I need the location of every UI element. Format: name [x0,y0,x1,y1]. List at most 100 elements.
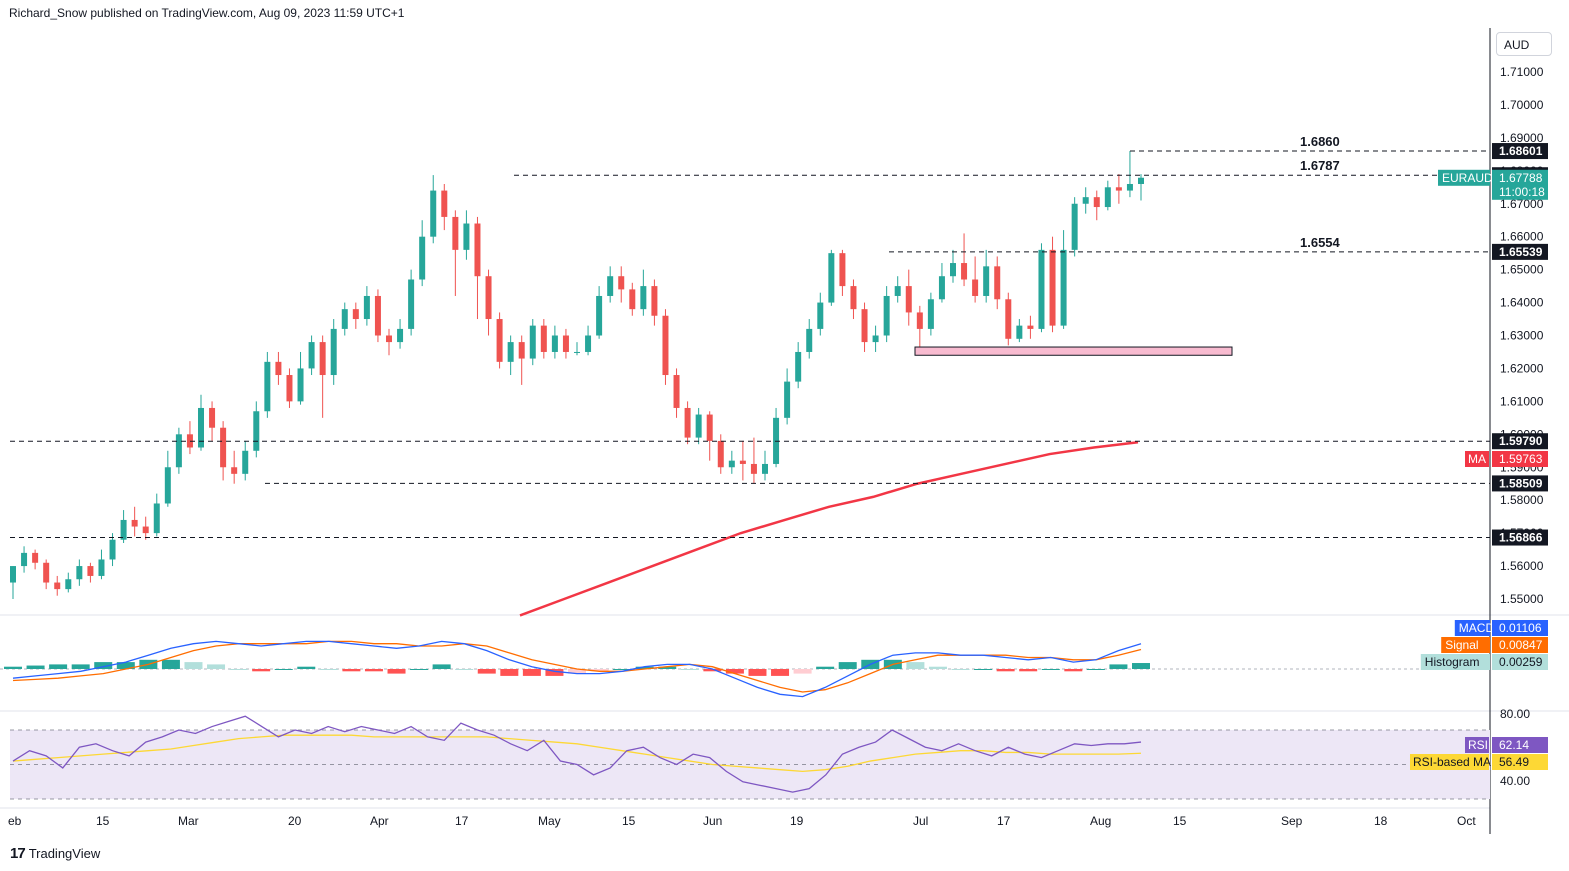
candle-body [131,519,138,527]
candle-body [706,414,713,441]
candle-body [1104,187,1111,208]
histogram-bar [590,669,609,672]
rsi-legend-label: RSI [1468,738,1488,752]
candle-body [430,190,437,237]
candle-body [441,190,448,217]
histogram-bar [4,666,22,669]
rsi-line [12,715,1142,793]
candle-body [861,309,868,343]
level-tag-value: 1.65539 [1499,245,1543,259]
histogram-bar [522,669,541,676]
ma-tag-bg [1492,451,1548,467]
candle-body [828,253,835,303]
histogram-bar [568,669,586,674]
histogram-bar [455,669,474,670]
macd-legend-value: 0.00847 [1499,638,1543,652]
candle-body [164,467,171,504]
rsi-legend-bg [1465,737,1489,753]
candle-body [109,539,116,560]
candle-body [496,319,503,362]
candle-body [795,351,802,382]
time-tick-label: Apr [370,814,389,828]
candle-body [352,309,359,320]
histogram-bar [274,669,293,670]
histogram-bar [477,669,496,674]
candle-body [1060,249,1067,326]
level-tag: 1.68601 [1492,143,1548,160]
last-price-value: 1.67788 [1499,171,1543,185]
histogram-bar [1132,663,1150,669]
candle-body [507,342,514,362]
candle-body [319,342,326,376]
candle-body [32,552,39,563]
tradingview-brand[interactable]: 17 TradingView [10,845,100,862]
macd-line [12,640,1142,698]
rsi-ma-legend-bg [1410,754,1489,770]
level-tag-value: 1.58509 [1499,476,1543,490]
candle-body [961,263,968,280]
candle-body [806,328,813,352]
rsi-ma-line [12,734,1142,773]
candle-body [120,519,127,540]
candle-body [452,216,459,250]
histogram-bar [342,669,361,672]
macd-legend-bg [1454,620,1490,636]
rsi-ma-value-bg [1492,754,1548,770]
histogram-bar [1019,669,1038,672]
candle-body [54,582,61,590]
histogram-bar [906,662,925,669]
histogram-bar [1086,669,1105,670]
candle-body [1093,197,1100,208]
time-tick-label: eb [8,814,22,828]
candle-body [186,434,193,448]
price-tick-label: 1.65000 [1500,263,1544,277]
price-tick-label: 1.56000 [1500,559,1544,573]
candle-body [784,381,791,418]
macd-legend-label: MACD [1459,621,1495,635]
candle-body [397,328,404,343]
candle-body [1126,183,1133,191]
candle-body [286,375,293,402]
candle-body [938,276,945,300]
level-tag-bg [1492,243,1548,260]
level-tag: 1.65539 [1492,243,1548,260]
histogram-bar [410,669,429,670]
candle-body [1038,249,1045,329]
candle-body [209,407,216,428]
price-tick-label: 1.66000 [1500,230,1544,244]
histogram-bar [725,669,744,674]
ma-tag-label: MA [1468,452,1486,466]
candle-body [1027,325,1034,329]
candle-body [651,286,658,316]
candle-body [153,503,160,534]
price-tick-label: 1.70000 [1500,98,1544,112]
candle-body [463,223,470,250]
candle-body [750,463,757,474]
level-tag: 1.59790 [1492,433,1548,450]
time-tick-label: Oct [1457,814,1476,828]
candle-body [1049,249,1056,326]
candle-body [518,342,525,359]
candle-body [242,450,249,474]
level-tag-bg [1492,433,1548,450]
histogram-bar [364,669,383,672]
ma-tag-value: 1.59763 [1499,452,1543,466]
candle-body [142,526,149,534]
time-tick-label: Jul [913,814,928,828]
candle-body [839,253,846,287]
candle-body [684,407,691,438]
candle-body [618,276,625,290]
histogram-bar [297,666,316,669]
histogram-bar [500,669,519,676]
last-price-tag-bg [1492,169,1548,200]
histogram-bar [94,662,113,669]
currency-selector[interactable]: AUD [1496,32,1552,56]
candle-body [65,579,72,590]
candle-body [739,460,746,464]
time-tick-label: 18 [1374,814,1388,828]
signal-line [12,640,1142,693]
macd-legend-value-bg [1492,654,1548,670]
candle-body [10,566,16,583]
candle-body [297,368,304,402]
